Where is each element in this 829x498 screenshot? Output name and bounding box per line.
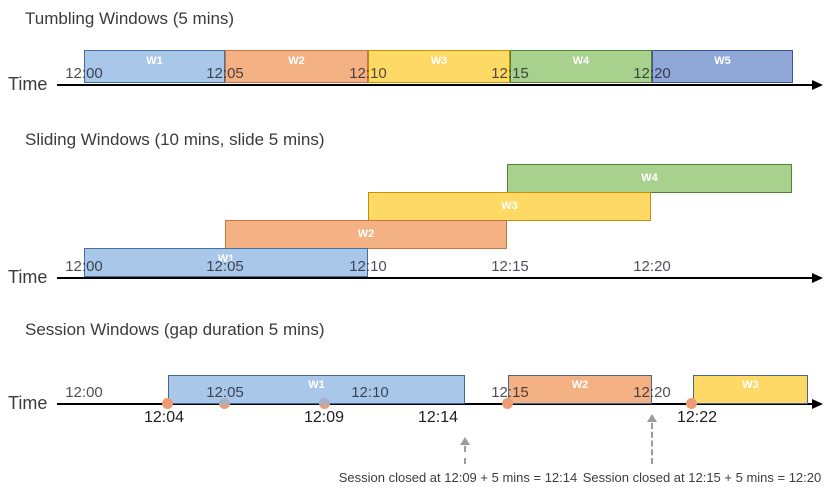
window-bar-w1: W1 [84, 248, 368, 277]
window-label: W3 [430, 55, 448, 67]
window-label: W1 [308, 379, 325, 391]
tick-label: 12:00 [65, 384, 103, 401]
window-label: W5 [714, 55, 731, 67]
window-label: W1 [146, 55, 163, 67]
window-bar-w3: W3 [368, 50, 510, 83]
tick-label: 12:10 [351, 384, 389, 401]
tick-label: 12:00 [65, 65, 103, 82]
annotation-arrow-line [464, 446, 466, 464]
timeline-arrow-icon [812, 273, 823, 283]
tick-label: 12:05 [206, 65, 244, 82]
window-label: W4 [572, 55, 590, 67]
window-label: W2 [571, 379, 589, 391]
timeline [57, 403, 814, 405]
event-time-label: 12:14 [417, 409, 459, 426]
window-bar-w2: W2 [225, 50, 368, 83]
window-label: W2 [288, 55, 305, 67]
annotation-arrow-up-icon [460, 437, 470, 445]
section-title: Session Windows (gap duration 5 mins) [25, 320, 325, 339]
window-bar-w2: W2 [225, 220, 507, 249]
annotation-text: Session closed at 12:09 + 5 mins = 12:14 [338, 470, 578, 485]
window-bar-w5: W5 [652, 50, 793, 83]
timeline-arrow-icon [812, 399, 823, 409]
event-marker-dot [502, 398, 513, 409]
window-bar-w2: W2 [508, 375, 652, 404]
section-title: Tumbling Windows (5 mins) [25, 9, 235, 28]
window-bar-w4: W4 [507, 164, 792, 193]
window-bar-w1: W1 [168, 375, 465, 404]
tick-label: 12:15 [491, 258, 529, 275]
window-label: W4 [641, 172, 658, 184]
tick-label: 12:00 [65, 258, 103, 275]
time-axis-label: Time [8, 393, 48, 413]
tick-label: 12:20 [633, 65, 671, 82]
window-label: W2 [357, 228, 375, 240]
event-marker-dot [686, 398, 697, 409]
tick-label: 12:05 [206, 384, 244, 401]
event-marker-dot [219, 398, 230, 409]
timeline [57, 277, 814, 279]
window-label: W3 [501, 200, 518, 212]
event-time-label: 12:04 [143, 409, 185, 426]
event-marker-dot [162, 398, 173, 409]
tick-label: 12:20 [633, 258, 671, 275]
event-time-label: 12:09 [303, 409, 345, 426]
annotation-text: Session closed at 12:15 + 5 mins = 12:20 [582, 470, 822, 485]
event-marker-dot [319, 398, 330, 409]
timeline [57, 84, 814, 86]
window-bar-w3: W3 [693, 375, 808, 404]
window-bar-w3: W3 [368, 192, 651, 221]
tick-label: 12:10 [349, 258, 387, 275]
time-axis-label: Time [8, 267, 48, 287]
window-label: W1 [217, 253, 235, 265]
section-title: Sliding Windows (10 mins, slide 5 mins) [25, 130, 325, 149]
tick-label: 12:05 [206, 258, 244, 275]
tick-label: 12:15 [491, 65, 529, 82]
tick-label: 12:10 [349, 65, 387, 82]
window-bar-w4: W4 [510, 50, 652, 83]
tick-label: 12:20 [633, 384, 671, 401]
event-time-label: 12:22 [676, 409, 718, 426]
timeline-arrow-icon [812, 80, 823, 90]
tick-label: 12:15 [491, 384, 529, 401]
annotation-arrow-line [651, 423, 653, 464]
window-bar-w1: W1 [84, 50, 225, 83]
time-axis-label: Time [8, 74, 48, 94]
annotation-arrow-up-icon [647, 414, 657, 422]
window-label: W3 [742, 379, 759, 391]
